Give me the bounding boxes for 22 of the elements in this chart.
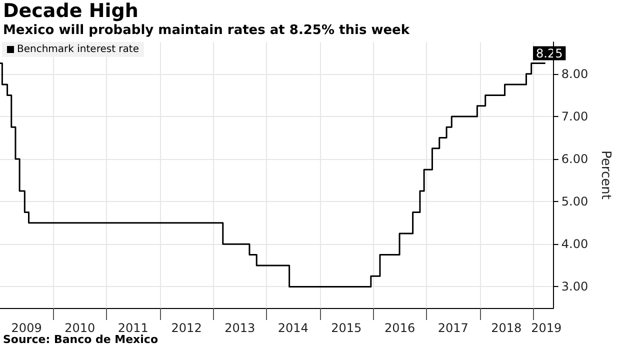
x-tick-label: 2013 bbox=[224, 321, 256, 335]
y-tick-label: 6.00 bbox=[561, 152, 588, 166]
x-tick-label: 2011 bbox=[118, 321, 148, 335]
chart-title: Decade High bbox=[3, 0, 138, 22]
y-tick-label: 8.00 bbox=[561, 66, 588, 81]
x-tick-label: 2016 bbox=[384, 321, 416, 335]
y-tick-label: 5.00 bbox=[561, 194, 588, 209]
x-tick-label: 2010 bbox=[64, 321, 96, 335]
y-tick-label: 4.00 bbox=[561, 237, 588, 252]
x-tick-label: 2019 bbox=[531, 321, 562, 335]
x-tick-label: 2012 bbox=[171, 321, 202, 335]
x-tick-label: 2015 bbox=[331, 321, 362, 335]
y-axis-title: Percent bbox=[598, 150, 613, 200]
x-tick-label: 2009 bbox=[11, 321, 42, 335]
legend-label: Benchmark interest rate bbox=[17, 44, 139, 55]
y-tick-label: 3.00 bbox=[561, 280, 588, 294]
x-tick-label: 2018 bbox=[491, 321, 522, 335]
x-tick-label: 2014 bbox=[278, 321, 308, 335]
source-note: Source: Banco de Mexico bbox=[3, 333, 158, 346]
y-tick-label: 7.00 bbox=[561, 109, 588, 124]
x-tick-label: 2017 bbox=[438, 321, 468, 335]
chart-subtitle: Mexico will probably maintain rates at 8.25% this week bbox=[3, 23, 410, 38]
